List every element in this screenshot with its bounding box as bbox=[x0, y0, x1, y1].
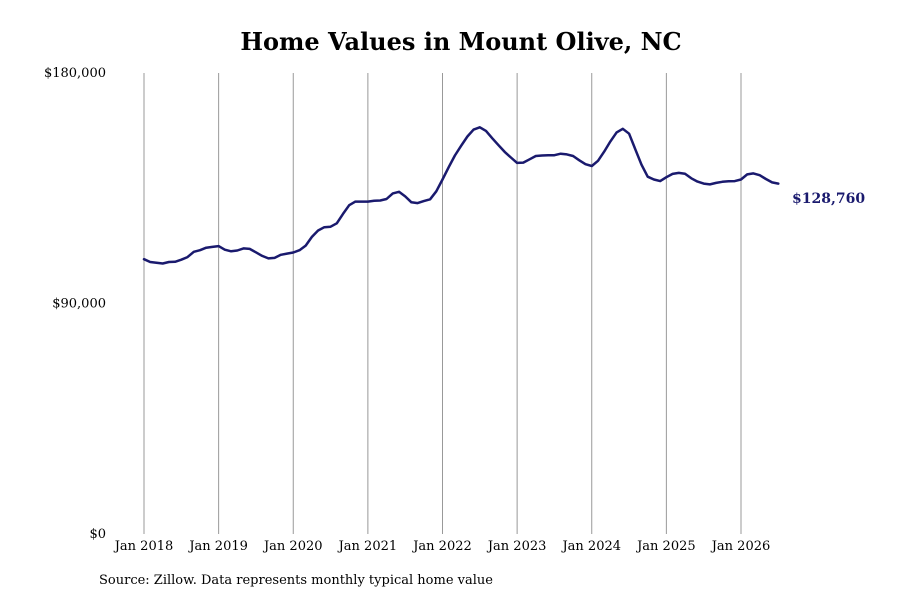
x-tick-label: Jan 2026 bbox=[710, 539, 771, 554]
x-tick-label: Jan 2023 bbox=[486, 539, 547, 554]
y-tick-label: $180,000 bbox=[44, 66, 106, 81]
y-tick-label: $90,000 bbox=[52, 297, 106, 312]
x-tick-label: Jan 2022 bbox=[411, 539, 472, 554]
y-axis: $0 $90,000 $180,000 bbox=[44, 66, 106, 542]
gridlines bbox=[143, 73, 742, 534]
x-axis: Jan 2018 Jan 2019 Jan 2020 Jan 2021 Jan 2022… bbox=[113, 539, 771, 554]
x-tick-label: Jan 2020 bbox=[262, 539, 323, 554]
x-tick-label: Jan 2024 bbox=[560, 539, 621, 554]
y-tick-label: $0 bbox=[89, 527, 106, 542]
x-tick-label: Jan 2018 bbox=[113, 539, 174, 554]
x-tick-label: Jan 2025 bbox=[635, 539, 696, 554]
chart-title: Home Values in Mount Olive, NC bbox=[240, 27, 682, 56]
latest-value-label: $128,760 bbox=[792, 191, 865, 207]
x-tick-label: Jan 2019 bbox=[187, 539, 248, 554]
home-value-line bbox=[142, 126, 780, 265]
source-note: Source: Zillow. Data represents monthly … bbox=[99, 573, 493, 588]
x-tick-label: Jan 2021 bbox=[337, 539, 398, 554]
